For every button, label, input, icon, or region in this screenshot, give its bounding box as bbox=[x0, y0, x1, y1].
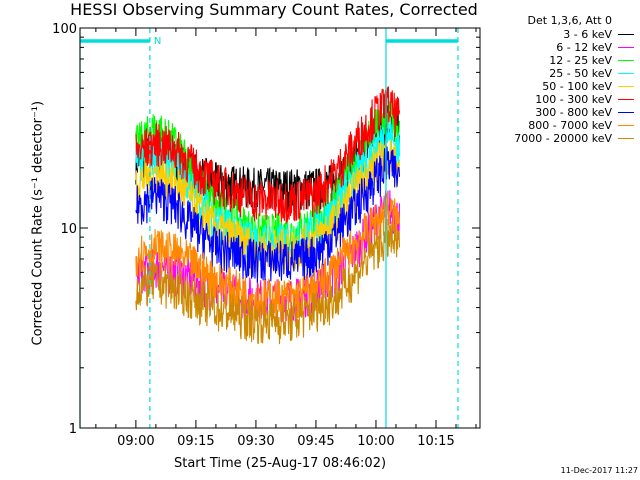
legend-swatch bbox=[618, 86, 634, 87]
y-tick-label: 10 bbox=[60, 222, 77, 237]
y-tick-label: 1 bbox=[69, 422, 77, 437]
y-axis-label: Corrected Count Rate (s⁻¹ detector⁻¹) bbox=[30, 100, 46, 346]
y-tick-label: 100 bbox=[52, 22, 77, 37]
legend-swatch bbox=[618, 112, 634, 113]
legend-entry-label: 25 - 50 keV bbox=[549, 67, 612, 80]
legend-entry: 100 - 300 keV bbox=[484, 93, 634, 106]
legend: Det 1,3,6, Att 0 3 - 6 keV 6 - 12 keV 12 -… bbox=[484, 14, 634, 145]
legend-entry-label: 50 - 100 keV bbox=[542, 80, 612, 93]
x-tick-label: 09:00 bbox=[117, 434, 154, 449]
legend-swatch bbox=[618, 60, 634, 61]
legend-entry: 50 - 100 keV bbox=[484, 80, 634, 93]
legend-entry-label: 800 - 7000 keV bbox=[528, 119, 612, 132]
series-line bbox=[135, 191, 401, 323]
legend-entry: 7000 - 20000 keV bbox=[484, 132, 634, 145]
legend-entry: 3 - 6 keV bbox=[484, 28, 634, 41]
chart-title: HESSI Observing Summary Count Rates, Cor… bbox=[70, 0, 478, 19]
legend-swatch bbox=[618, 73, 634, 74]
legend-entry-label: 7000 - 20000 keV bbox=[514, 132, 612, 145]
x-axis-label: Start Time (25-Aug-17 08:46:02) bbox=[173, 456, 387, 471]
legend-swatch bbox=[618, 34, 634, 35]
night-label: N bbox=[154, 36, 161, 47]
generated-timestamp: 11-Dec-2017 11:27 bbox=[560, 466, 638, 475]
legend-entry: 300 - 800 keV bbox=[484, 106, 634, 119]
legend-entry-label: 3 - 6 keV bbox=[563, 28, 612, 41]
legend-swatch bbox=[618, 125, 634, 126]
legend-swatch bbox=[618, 47, 634, 48]
legend-swatch bbox=[618, 99, 634, 100]
legend-swatch bbox=[618, 138, 634, 139]
series-line bbox=[135, 100, 401, 257]
x-tick-label: 09:30 bbox=[237, 434, 274, 449]
legend-entry: 6 - 12 keV bbox=[484, 41, 634, 54]
legend-entry-label: 100 - 300 keV bbox=[535, 93, 612, 106]
legend-entry: 800 - 7000 keV bbox=[484, 119, 634, 132]
x-tick-label: 09:45 bbox=[297, 434, 334, 449]
series-line bbox=[135, 139, 401, 273]
legend-entry: 25 - 50 keV bbox=[484, 67, 634, 80]
x-tick-label: 10:15 bbox=[417, 434, 454, 449]
legend-entry: 12 - 25 keV bbox=[484, 54, 634, 67]
series-line bbox=[135, 86, 401, 224]
legend-entry-label: 12 - 25 keV bbox=[549, 54, 612, 67]
legend-entry-label: 300 - 800 keV bbox=[535, 106, 612, 119]
legend-title: Det 1,3,6, Att 0 bbox=[527, 14, 612, 27]
series-line bbox=[135, 146, 401, 283]
x-tick-label: 10:00 bbox=[357, 434, 394, 449]
series-line bbox=[135, 218, 401, 345]
legend-entry-label: 6 - 12 keV bbox=[556, 41, 612, 54]
x-tick-label: 09:15 bbox=[177, 434, 214, 449]
